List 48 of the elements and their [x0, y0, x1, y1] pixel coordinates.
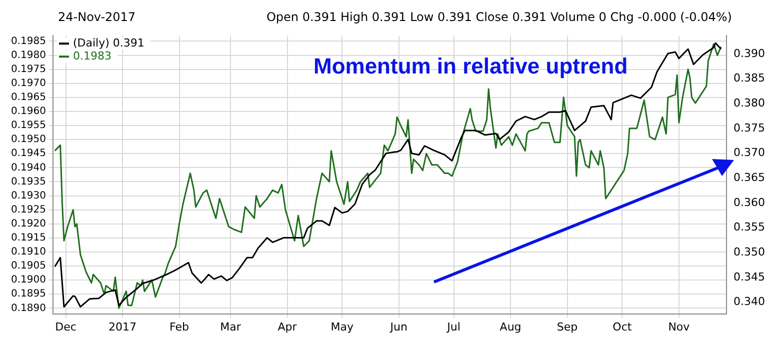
y-tick-label: 0.1895: [10, 288, 46, 300]
x-tick-label: Jun: [389, 320, 408, 334]
y-tick-label: 0.1930: [10, 190, 46, 202]
x-tick-label: May: [330, 320, 354, 334]
y-tick-label: 0.1910: [10, 246, 46, 258]
y-tick-label: 0.1940: [10, 162, 46, 174]
x-tick-label: Sep: [556, 320, 578, 334]
x-tick-label: Nov: [668, 320, 690, 334]
x-tick-label: Aug: [500, 320, 522, 334]
y2-tick-label: 0.375: [734, 121, 766, 134]
x-tick-label: Oct: [612, 320, 632, 334]
y-tick-label: 0.1985: [10, 36, 46, 47]
y-tick-label: 0.1960: [10, 106, 46, 118]
y-tick-label: 0.1970: [10, 78, 46, 89]
y-tick-label: 0.1900: [10, 274, 46, 286]
y-tick-label: 0.1950: [10, 134, 46, 146]
y-tick-label: 0.1925: [10, 204, 46, 216]
y2-tick-label: 0.340: [734, 295, 766, 308]
y-tick-label: 0.1955: [10, 120, 46, 132]
x-tick-label: Mar: [220, 320, 242, 334]
x-tick-label: Dec: [55, 320, 76, 334]
y-tick-label: 0.1890: [10, 302, 46, 314]
x-tick-label: 2017: [108, 320, 137, 334]
x-tick-label: Apr: [278, 320, 298, 334]
y2-tick-label: 0.355: [734, 220, 766, 234]
x-tick-label: Jul: [446, 320, 460, 334]
y2-tick-label: 0.390: [734, 46, 766, 60]
y-tick-label: 0.1915: [10, 232, 46, 244]
y-tick-label: 0.1965: [10, 92, 46, 104]
text: 24-Nov-2017: [58, 10, 136, 24]
y2-tick-label: 0.350: [734, 246, 766, 259]
y2-tick-label: 0.365: [734, 171, 766, 184]
y2-tick-label: 0.360: [734, 196, 766, 209]
y2-tick-label: 0.385: [734, 72, 766, 85]
y2-tick-label: 0.370: [734, 146, 766, 160]
y-tick-label: 0.1945: [10, 148, 46, 160]
y2-tick-label: 0.345: [734, 270, 766, 284]
text: Momentum in relative uptrend: [313, 54, 628, 79]
legend-label: 0.1983: [72, 49, 112, 62]
y-tick-label: 0.1920: [10, 218, 46, 230]
x-tick-label: Feb: [170, 320, 190, 334]
y-tick-label: 0.1980: [10, 50, 46, 61]
y-tick-label: 0.1905: [10, 260, 46, 272]
y-tick-label: 0.1975: [10, 64, 46, 75]
y-tick-label: 0.1935: [10, 176, 46, 188]
y2-tick-label: 0.380: [734, 96, 766, 110]
legend-label: (Daily) 0.391: [72, 36, 144, 50]
text: Open 0.391 High 0.391 Low 0.391 Close 0.391 Volume 0 Chg -0.000 (-0.04%): [266, 10, 732, 24]
